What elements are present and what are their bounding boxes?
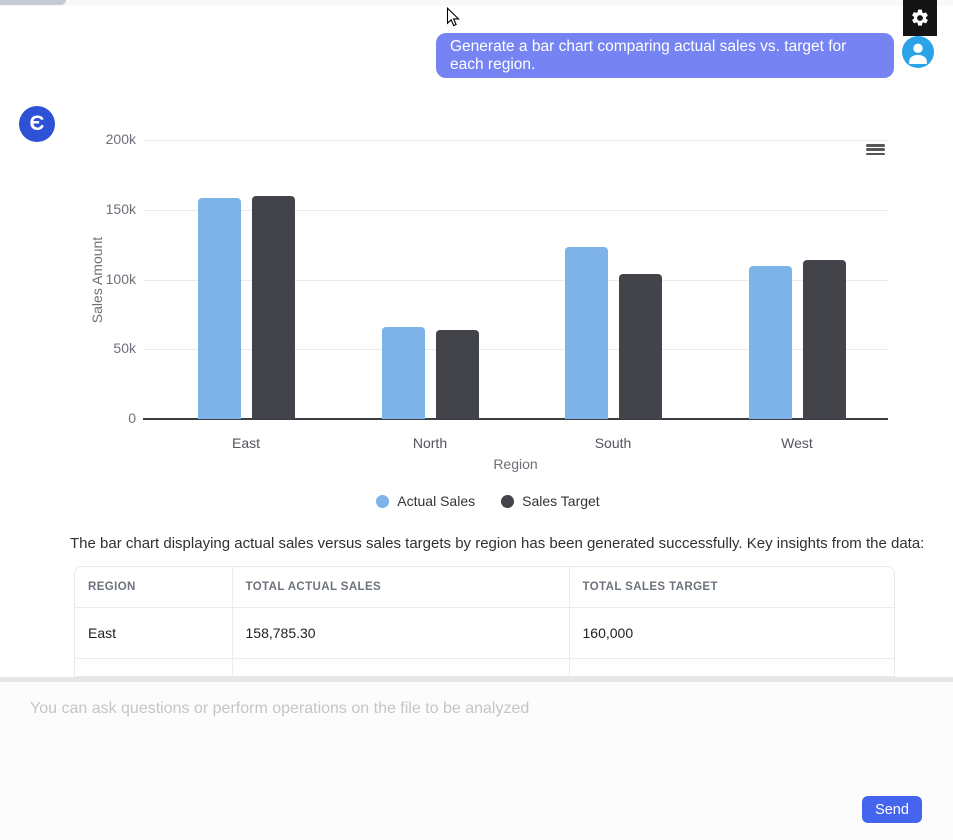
cell-total-actual-sales: 158,785.30 [232, 607, 570, 659]
composer-divider [0, 677, 953, 682]
chart-legend: Actual Sales Sales Target [143, 493, 833, 509]
bar-chart: Sales Amount 0 50k 100k 150k 200k East North S… [89, 131, 888, 509]
table-row-clipped [75, 658, 894, 676]
assistant-summary-text: The bar chart displaying actual sales ve… [70, 535, 925, 552]
user-message-text: Generate a bar chart comparing actual sa… [450, 37, 847, 73]
composer-panel: Send [0, 682, 953, 840]
bar-sales-target-south[interactable] [618, 273, 662, 419]
settings-button[interactable] [903, 0, 937, 36]
legend-item-actual-sales[interactable]: Actual Sales [376, 493, 475, 509]
legend-marker-sales-target [501, 494, 515, 508]
top-strip [0, 0, 953, 6]
legend-item-sales-target[interactable]: Sales Target [501, 493, 600, 509]
legend-label-sales-target: Sales Target [522, 493, 600, 509]
table-header-total-sales-target: TOTAL SALES TARGET [569, 567, 894, 608]
bar-actual-sales-east[interactable] [197, 197, 241, 419]
assistant-logo-glyph: Є [29, 112, 45, 135]
user-message-bubble: Generate a bar chart comparing actual sa… [436, 33, 894, 78]
table-header-total-actual-sales: TOTAL ACTUAL SALES [232, 567, 570, 608]
gear-icon [912, 9, 928, 26]
table-header-row: REGION TOTAL ACTUAL SALES TOTAL SALES TA… [75, 567, 894, 608]
table-row: East 158,785.30 160,000 [75, 607, 894, 659]
person-icon [909, 43, 927, 64]
bar-actual-sales-west[interactable] [748, 265, 792, 419]
legend-label-actual-sales: Actual Sales [397, 493, 476, 509]
assistant-avatar: Є [19, 106, 55, 142]
chart-menu-icon[interactable] [866, 144, 885, 157]
table-header-region: REGION [75, 567, 233, 608]
plot-area [143, 140, 888, 420]
legend-marker-actual-sales [376, 494, 390, 508]
bar-sales-target-east[interactable] [251, 195, 295, 419]
bar-actual-sales-south[interactable] [564, 247, 608, 419]
cell-region: East [75, 607, 233, 659]
bar-actual-sales-north[interactable] [381, 326, 425, 419]
x-axis-title: Region [493, 456, 538, 472]
cell-total-sales-target: 160,000 [569, 607, 894, 659]
send-button[interactable]: Send [862, 796, 922, 823]
user-avatar [902, 36, 934, 68]
insights-table: REGION TOTAL ACTUAL SALES TOTAL SALES TA… [74, 566, 895, 677]
bar-sales-target-west[interactable] [802, 259, 846, 419]
message-input[interactable] [30, 700, 920, 800]
browser-tab-remnant [0, 0, 66, 5]
bar-sales-target-north[interactable] [435, 329, 479, 419]
